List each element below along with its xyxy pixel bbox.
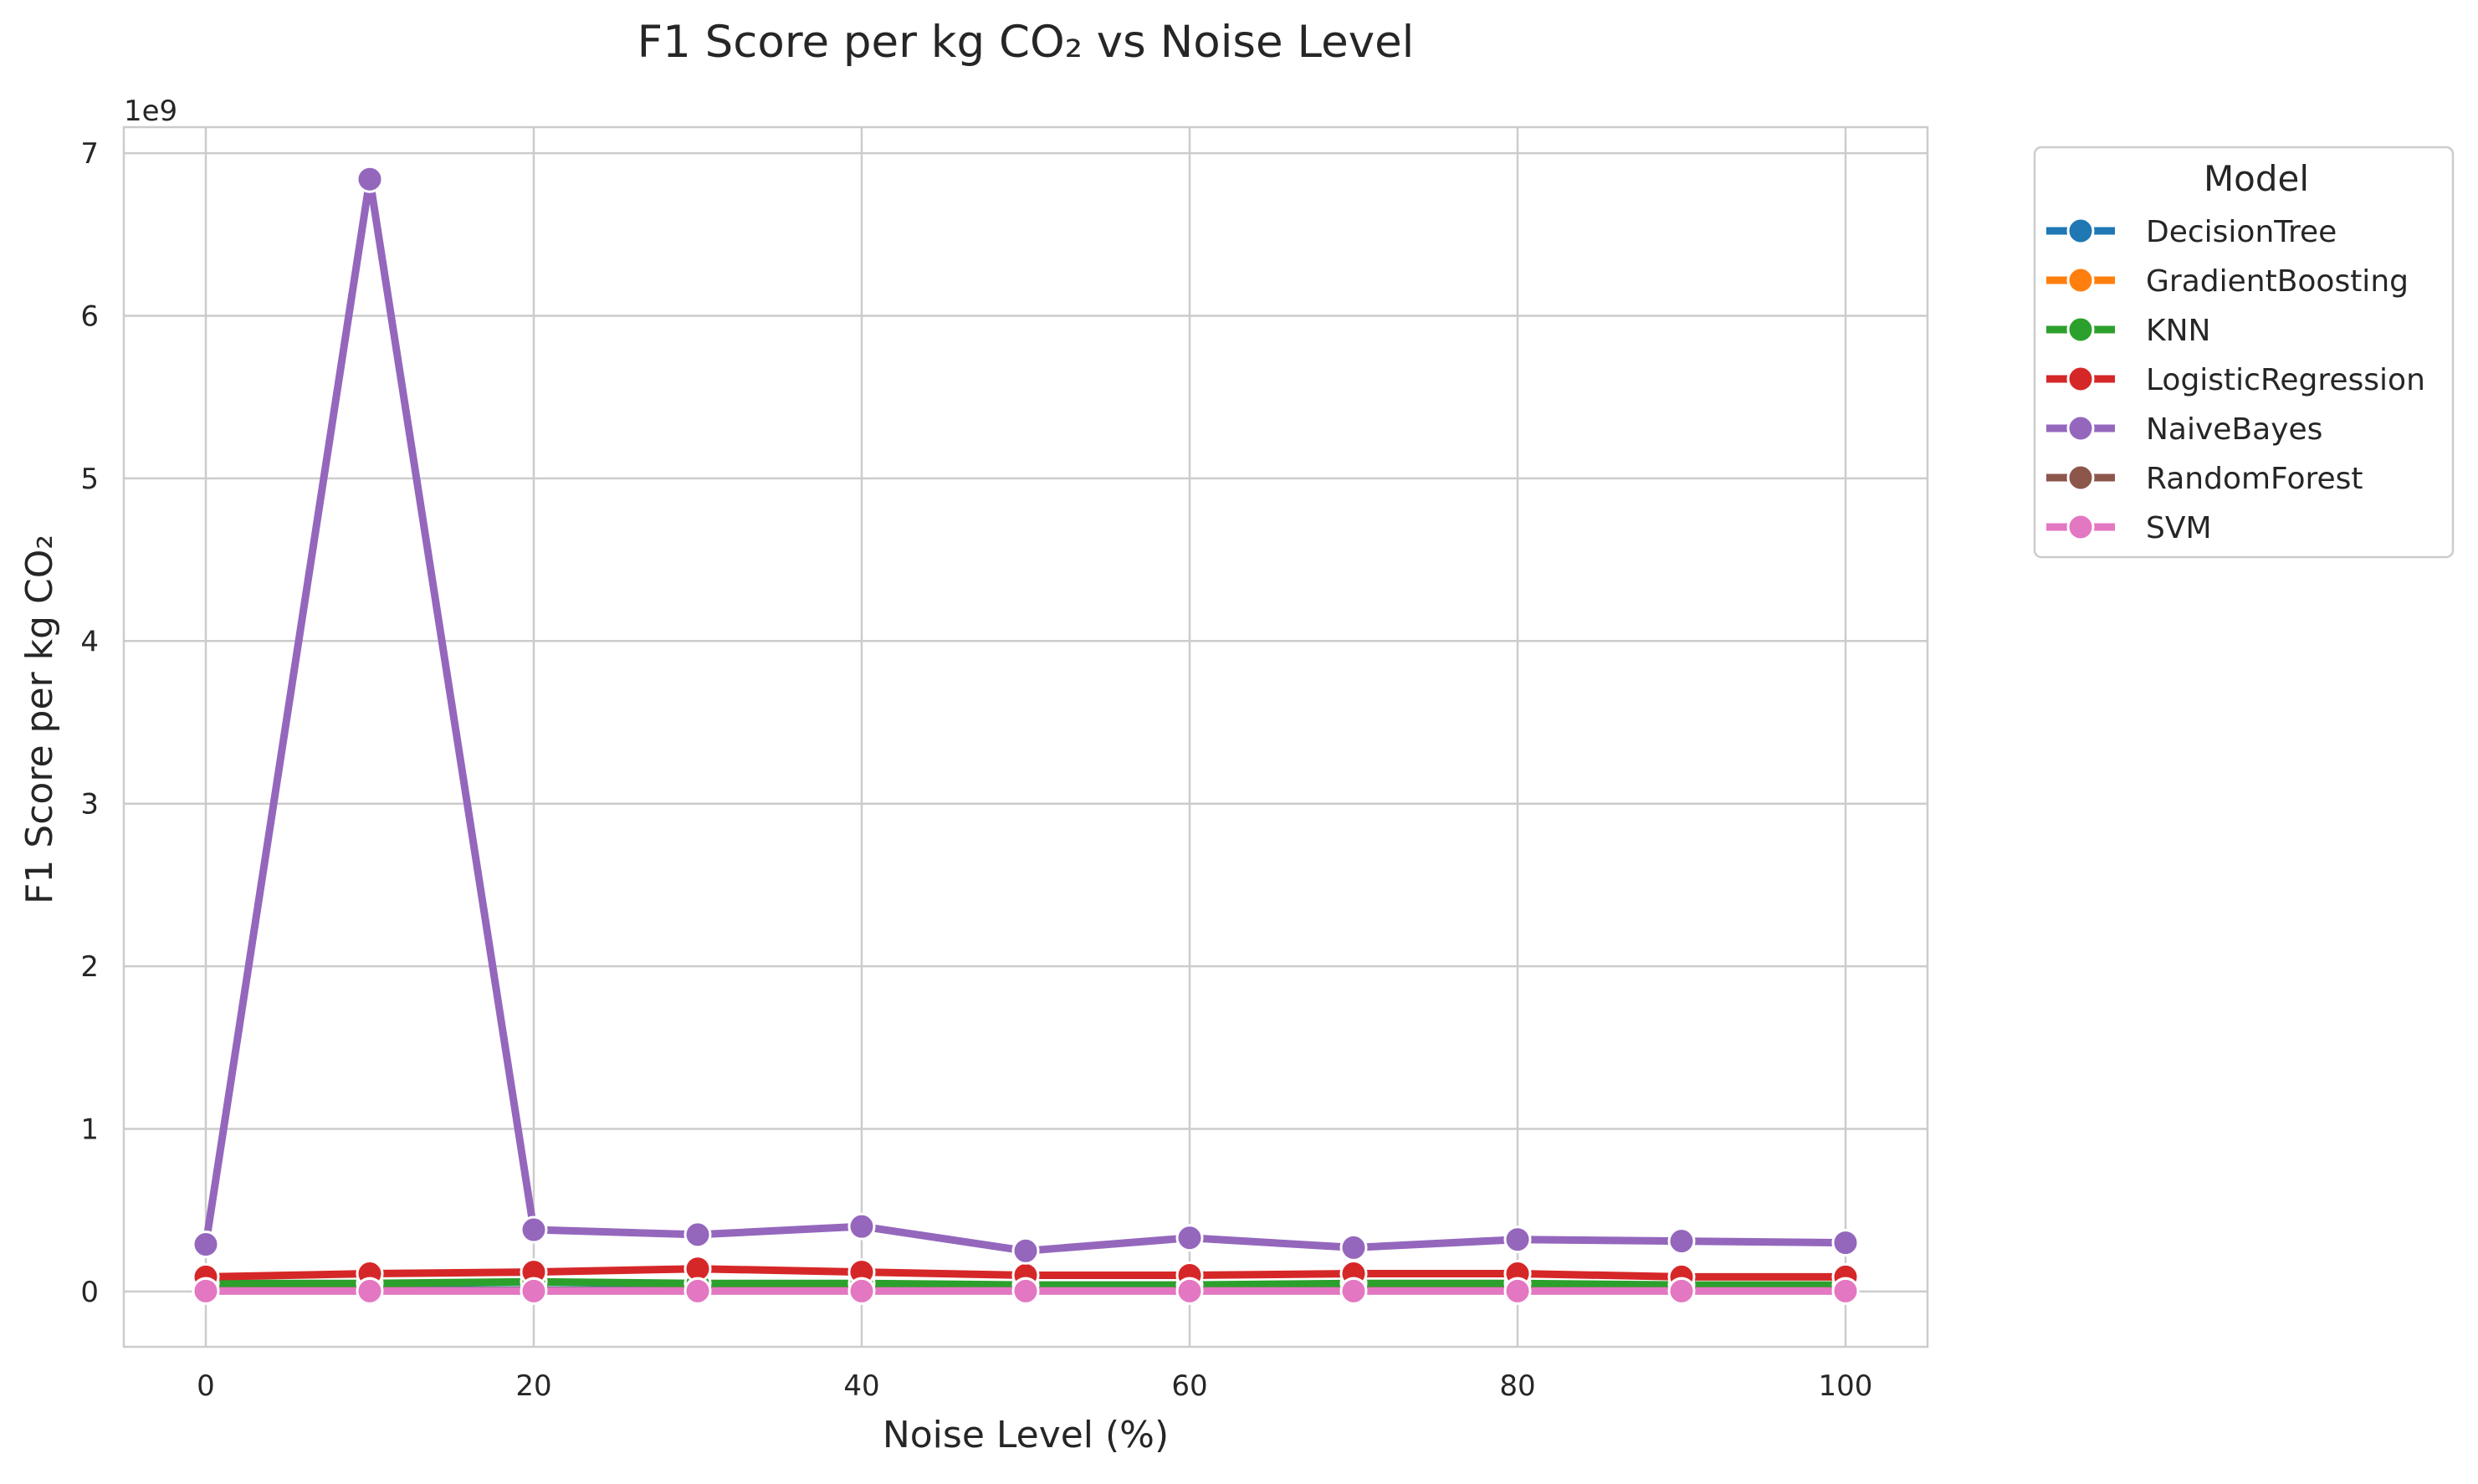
x-tick-label: 0 xyxy=(197,1369,215,1403)
data-point xyxy=(1503,1277,1532,1305)
y-tick-label: 0 xyxy=(80,1276,99,1309)
y-offset-label: 1e9 xyxy=(124,95,177,128)
legend-label: DecisionTree xyxy=(2146,215,2337,249)
legend-label: GradientBoosting xyxy=(2146,264,2409,299)
data-point xyxy=(1831,1277,1860,1305)
data-point xyxy=(1503,1226,1532,1254)
legend-item: NaiveBayes xyxy=(2046,412,2322,447)
x-axis-label: Noise Level (%) xyxy=(883,1414,1169,1456)
data-point xyxy=(1011,1236,1040,1265)
y-tick-label: 6 xyxy=(80,300,99,334)
series-layer xyxy=(192,165,1860,1305)
data-point xyxy=(683,1220,712,1249)
legend-label: KNN xyxy=(2146,314,2210,348)
legend-marker xyxy=(2066,513,2095,541)
x-tick-label: 80 xyxy=(1499,1369,1535,1403)
series-line xyxy=(202,175,1850,1255)
data-point xyxy=(1339,1233,1368,1261)
x-tick-label: 20 xyxy=(515,1369,551,1403)
data-point xyxy=(847,1212,876,1241)
legend-marker xyxy=(2066,217,2095,245)
data-point xyxy=(1175,1277,1204,1305)
y-tick-label: 3 xyxy=(80,788,99,821)
tick-labels: 0 20 40 60 80 100 0 1 2 3 4 5 6 7 xyxy=(80,137,1872,1403)
data-point xyxy=(356,165,384,193)
legend-marker xyxy=(2066,365,2095,393)
legend-items: DecisionTree GradientBoosting KNN LogisticR… xyxy=(2046,215,2425,545)
legend-label: NaiveBayes xyxy=(2146,412,2322,447)
legend-item: KNN xyxy=(2046,314,2210,348)
data-point xyxy=(356,1277,384,1305)
y-tick-label: 7 xyxy=(80,137,99,171)
y-tick-label: 2 xyxy=(80,950,99,984)
y-tick-label: 1 xyxy=(80,1113,99,1147)
data-point xyxy=(1667,1277,1696,1305)
data-point xyxy=(1831,1229,1860,1257)
data-point xyxy=(683,1277,712,1305)
y-tick-label: 4 xyxy=(80,625,99,658)
data-point xyxy=(520,1215,548,1244)
legend-item: GradientBoosting xyxy=(2046,264,2409,299)
y-axis-label: F1 Score per kg CO₂ xyxy=(18,535,61,904)
data-point xyxy=(192,1231,220,1259)
x-tick-label: 40 xyxy=(843,1369,879,1403)
legend-label: RandomForest xyxy=(2146,462,2363,496)
legend-box xyxy=(2033,146,2455,559)
data-point xyxy=(1339,1277,1368,1305)
data-point xyxy=(1175,1224,1204,1252)
legend-title: Model xyxy=(2204,158,2309,199)
series-NaiveBayes xyxy=(192,165,1860,1265)
legend-marker xyxy=(2066,266,2095,294)
series-SVM xyxy=(192,1277,1860,1305)
legend-item: SVM xyxy=(2046,511,2212,545)
y-tick-label: 5 xyxy=(80,463,99,496)
legend-item: RandomForest xyxy=(2046,462,2363,496)
legend: Model DecisionTree GradientBoosting KNN Log… xyxy=(2033,146,2455,559)
legend-item: LogisticRegression xyxy=(2046,363,2425,397)
plot-frame xyxy=(122,125,1929,1348)
data-point xyxy=(520,1277,548,1305)
grid xyxy=(124,127,1928,1347)
chart-title: F1 Score per kg CO₂ vs Noise Level xyxy=(637,17,1415,68)
x-tick-label: 100 xyxy=(1819,1369,1873,1403)
data-point xyxy=(1011,1277,1040,1305)
legend-marker xyxy=(2066,463,2095,492)
x-tick-label: 60 xyxy=(1171,1369,1207,1403)
legend-marker xyxy=(2066,315,2095,344)
legend-item: DecisionTree xyxy=(2046,215,2337,249)
data-point xyxy=(192,1277,220,1305)
legend-marker xyxy=(2066,414,2095,443)
data-point xyxy=(1667,1227,1696,1256)
legend-label: LogisticRegression xyxy=(2146,363,2425,397)
data-point xyxy=(847,1277,876,1305)
legend-label: SVM xyxy=(2146,511,2212,545)
